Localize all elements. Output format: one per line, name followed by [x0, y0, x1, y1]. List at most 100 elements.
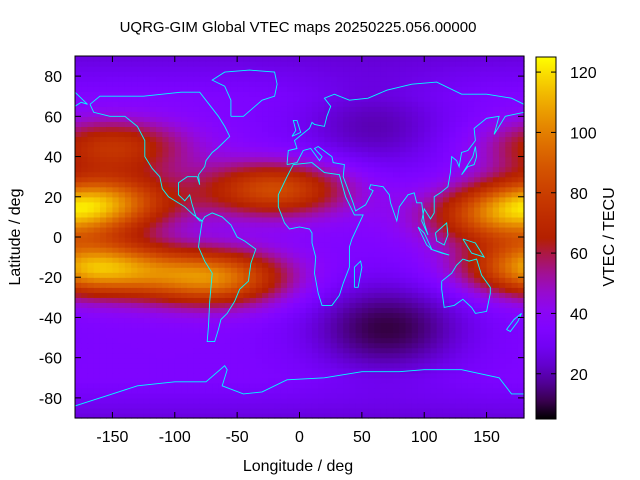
- heatmap-cell: [361, 196, 369, 203]
- heatmap-cell: [99, 231, 107, 238]
- heatmap-cell: [349, 181, 357, 188]
- heatmap-cell: [499, 86, 506, 92]
- heatmap-cell: [243, 377, 251, 384]
- heatmap-cell: [336, 397, 344, 404]
- heatmap-cell: [81, 362, 89, 369]
- heatmap-cell: [118, 392, 126, 399]
- heatmap-cell: [287, 247, 294, 253]
- heatmap-cell: [517, 146, 525, 153]
- heatmap-cell: [324, 392, 332, 399]
- heatmap-cell: [168, 307, 176, 314]
- heatmap-cell: [293, 327, 301, 334]
- heatmap-cell: [330, 216, 338, 223]
- heatmap-cell: [137, 402, 145, 409]
- heatmap-cell: [486, 282, 494, 288]
- heatmap-cell: [311, 287, 319, 293]
- heatmap-cell: [436, 407, 444, 414]
- heatmap-cell: [349, 372, 357, 379]
- heatmap-cell: [237, 407, 244, 414]
- heatmap-cell: [386, 161, 394, 168]
- heatmap-cell: [399, 111, 407, 117]
- heatmap-cell: [336, 121, 344, 127]
- heatmap-cell: [75, 402, 82, 409]
- heatmap-cell: [187, 96, 195, 102]
- heatmap-cell: [287, 206, 294, 213]
- heatmap-cell: [193, 252, 201, 258]
- heatmap-cell: [156, 161, 163, 168]
- heatmap-cell: [230, 347, 238, 354]
- heatmap-cell: [305, 156, 313, 163]
- heatmap-cell: [162, 322, 170, 329]
- heatmap-cell: [318, 171, 326, 178]
- heatmap-cell: [480, 402, 488, 409]
- heatmap-cell: [467, 106, 475, 112]
- heatmap-cell: [249, 151, 257, 158]
- heatmap-cell: [330, 327, 338, 334]
- heatmap-cell: [355, 397, 363, 404]
- heatmap-cell: [230, 71, 238, 77]
- heatmap-cell: [99, 317, 107, 324]
- heatmap-cell: [274, 181, 282, 188]
- heatmap-cell: [112, 342, 120, 349]
- heatmap-cell: [199, 257, 207, 263]
- heatmap-cell: [81, 91, 89, 97]
- heatmap-cell: [511, 302, 519, 308]
- heatmap-cell: [467, 237, 475, 243]
- heatmap-cell: [349, 242, 357, 248]
- heatmap-cell: [455, 322, 463, 329]
- heatmap-cell: [305, 337, 313, 344]
- heatmap-cell: [255, 397, 263, 404]
- heatmap-cell: [168, 407, 176, 414]
- heatmap-cell: [87, 81, 95, 87]
- heatmap-cell: [324, 101, 332, 107]
- heatmap-cell: [480, 211, 488, 218]
- heatmap-cell: [474, 402, 481, 409]
- heatmap-cell: [355, 136, 363, 143]
- heatmap-cell: [455, 206, 463, 213]
- heatmap-cell: [474, 412, 481, 419]
- heatmap-cell: [118, 242, 126, 248]
- heatmap-cell: [274, 337, 282, 344]
- heatmap-cell: [499, 242, 506, 248]
- heatmap-cell: [168, 186, 176, 193]
- heatmap-cell: [262, 332, 269, 339]
- heatmap-cell: [187, 211, 195, 218]
- heatmap-cell: [386, 287, 394, 293]
- heatmap-cell: [430, 121, 438, 127]
- heatmap-cell: [174, 201, 182, 208]
- heatmap-cell: [492, 277, 500, 283]
- heatmap-cell: [405, 136, 413, 143]
- heatmap-cell: [299, 247, 307, 253]
- heatmap-cell: [380, 357, 388, 364]
- heatmap-cell: [187, 116, 195, 122]
- heatmap-cell: [249, 106, 257, 112]
- heatmap-cell: [280, 156, 288, 163]
- heatmap-cell: [181, 196, 188, 203]
- heatmap-cell: [411, 262, 419, 268]
- heatmap-cell: [505, 337, 513, 344]
- heatmap-cell: [249, 262, 257, 268]
- heatmap-cell: [124, 181, 132, 188]
- heatmap-cell: [193, 131, 201, 138]
- heatmap-cell: [181, 131, 188, 138]
- heatmap-cell: [93, 302, 101, 308]
- heatmap-cell: [368, 362, 375, 369]
- heatmap-cell: [230, 81, 238, 87]
- heatmap-cell: [461, 161, 469, 168]
- heatmap-cell: [230, 292, 238, 298]
- heatmap-cell: [318, 91, 326, 97]
- heatmap-cell: [287, 226, 294, 233]
- heatmap-cell: [505, 221, 513, 228]
- heatmap-cell: [380, 237, 388, 243]
- heatmap-cell: [149, 211, 157, 218]
- heatmap-cell: [386, 387, 394, 394]
- heatmap-cell: [399, 272, 407, 278]
- heatmap-cell: [492, 116, 500, 122]
- heatmap-cell: [511, 247, 519, 253]
- heatmap-cell: [511, 392, 519, 399]
- heatmap-cell: [199, 267, 207, 273]
- heatmap-cell: [87, 297, 95, 303]
- heatmap-cell: [156, 196, 163, 203]
- heatmap-cell: [505, 242, 513, 248]
- heatmap-cell: [349, 272, 357, 278]
